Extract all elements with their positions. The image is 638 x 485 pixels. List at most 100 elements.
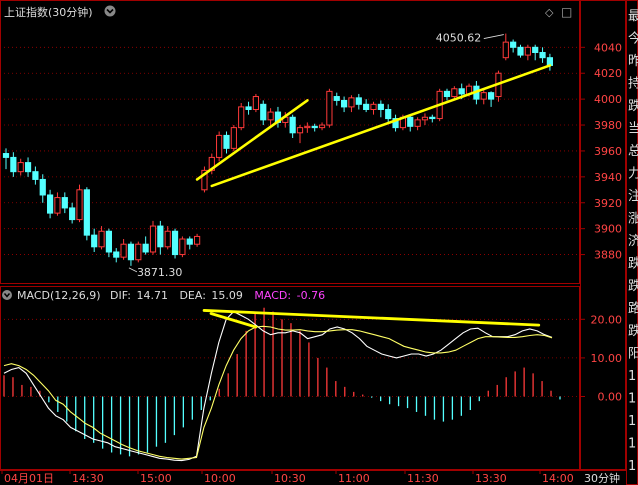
candle-down <box>407 116 414 127</box>
low-price-label: 3871.30 <box>137 266 183 279</box>
candle-down <box>311 125 318 129</box>
candle-down <box>377 103 384 110</box>
macd-histogram <box>3 307 561 457</box>
candle-down <box>517 46 524 56</box>
candle-up <box>348 97 355 108</box>
candle-up <box>252 96 260 110</box>
candle-up <box>524 46 531 56</box>
candle-up <box>194 235 201 245</box>
candle-down <box>385 108 392 120</box>
candle-down <box>171 230 179 256</box>
info-strip-char: 跌 <box>628 256 638 272</box>
axis-panel-frame <box>580 0 626 470</box>
info-strip-char: 跌 <box>628 323 638 339</box>
candle-down <box>24 162 32 173</box>
info-strip-char: 力 <box>628 167 638 182</box>
price-axis: 3880 3900 3920 3940 3960 3980 4000 4020 4040 <box>580 41 622 262</box>
candle-up <box>135 243 142 261</box>
candle-down <box>443 90 451 98</box>
price-tick-label: 4000 <box>594 93 622 106</box>
dea-value: 15.09 <box>211 289 243 302</box>
candle-down <box>142 243 149 253</box>
info-strip-char: 注 <box>628 189 638 204</box>
candle-up <box>326 90 333 126</box>
candle-down <box>2 153 10 158</box>
macd-grid <box>0 318 580 397</box>
candle-up <box>238 106 245 129</box>
info-strip-char: 总 <box>628 144 638 159</box>
macd-trend-line <box>209 312 258 329</box>
price-extreme-labels: 4050.62 3871.30 <box>128 32 504 279</box>
info-strip-char: 1 <box>628 392 636 407</box>
diamond-icon[interactable]: ◇ <box>545 6 554 19</box>
info-strip-char: 1 <box>628 369 636 384</box>
maximize-icon[interactable]: □ <box>561 5 572 19</box>
candle-down <box>488 92 495 100</box>
price-tick-label: 4020 <box>594 67 622 80</box>
chart-title: 上证指数(30分钟) <box>4 5 93 19</box>
candle-up <box>370 103 377 110</box>
price-trend-line <box>195 99 309 181</box>
info-strip-char: 昨 <box>628 54 638 69</box>
info-strip-char: 跌 <box>628 98 638 114</box>
candle-up <box>414 119 421 127</box>
svg-text:MACD(12,26,9) DIF:: MACD(12,26,9) DIF: 14.71 DEA: 15.09 MACD… <box>17 289 325 302</box>
macd-tick-label: 20.00 <box>591 313 623 326</box>
indicator-header: MACD(12,26,9) DIF: 14.71 DEA: 15.09 MACD… <box>2 289 325 302</box>
candle-up <box>76 189 83 221</box>
candle-down <box>69 207 76 221</box>
candle-down <box>392 118 399 129</box>
dif-value: 14.71 <box>136 289 168 302</box>
time-tick-label: 14:30 <box>72 472 104 485</box>
info-strip-char: 今 <box>628 31 638 47</box>
dea-label: DEA: <box>179 289 205 302</box>
price-panel-frame <box>0 0 580 284</box>
indicator-settings-icon[interactable] <box>2 290 12 300</box>
time-tick-label: 14:00 <box>542 472 574 485</box>
chart-header: 上证指数(30分钟) ◇ □ <box>4 5 572 19</box>
candle-down <box>32 171 39 180</box>
time-tick-label: 10:00 <box>204 472 236 485</box>
info-strip-char: 持 <box>628 77 638 92</box>
price-trend-line <box>210 64 552 188</box>
macd-axis: 0.00 10.00 20.00 <box>580 313 623 404</box>
candle-up <box>98 230 105 248</box>
time-tick-label: 11:00 <box>338 472 370 485</box>
info-strip-char: 济 <box>628 234 638 249</box>
info-strip-char: 1 <box>628 437 636 452</box>
time-tick-label: 04月01日 <box>4 472 54 485</box>
candle-up <box>179 238 186 256</box>
candle-up <box>480 92 487 100</box>
info-strip-char: 最 <box>628 9 638 24</box>
candle-up <box>164 230 171 248</box>
time-tick-label: 13:30 <box>475 472 507 485</box>
candle-down <box>186 238 193 245</box>
macd-trend-line <box>202 309 541 327</box>
info-strip-char: 跌 <box>628 278 638 294</box>
candle-up <box>451 88 458 98</box>
candle-down <box>539 51 546 59</box>
dif-label: DIF: <box>110 289 131 302</box>
price-grid <box>0 46 580 255</box>
trend-lines <box>195 64 552 329</box>
info-strip-char: 涨 <box>628 212 638 227</box>
candle-up <box>318 124 326 129</box>
candle-down <box>341 99 348 108</box>
candle-up <box>120 243 127 258</box>
candle-down <box>10 156 17 173</box>
candle-up <box>54 197 61 214</box>
candle-up <box>267 111 274 121</box>
info-strip-char: 阳 <box>628 347 638 362</box>
dif-line <box>3 310 553 462</box>
candle-down <box>363 103 370 110</box>
high-price-label: 4050.62 <box>436 32 482 45</box>
candle-down <box>105 230 113 253</box>
macd-label: MACD: <box>254 289 291 302</box>
settings-icon[interactable] <box>104 5 116 17</box>
price-tick-label: 3900 <box>594 223 622 236</box>
candle-up <box>421 116 429 121</box>
time-tick-label: 11:30 <box>407 472 439 485</box>
macd-value: -0.76 <box>297 289 325 302</box>
